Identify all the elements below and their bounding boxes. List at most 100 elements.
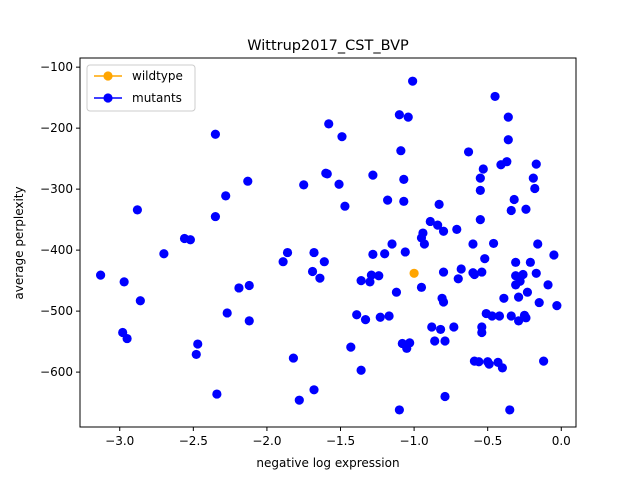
mutant-point (468, 239, 478, 249)
mutant-point (294, 395, 304, 405)
x-tick-label: −2.5 (179, 434, 208, 448)
ticks-layer: −3.0 −2.5 −2.0 −1.5 −1.0 −0.5 0.0 −100 −200 −300 −… (40, 60, 571, 448)
legend-label: mutants (132, 91, 182, 105)
mutant-point (400, 247, 410, 257)
mutant-point (299, 180, 309, 190)
mutant-point (346, 342, 356, 352)
y-tick-label: −500 (40, 304, 73, 318)
mutant-point (193, 339, 203, 349)
points-layer (96, 76, 562, 415)
mutant-point (210, 211, 221, 222)
mutant-point (511, 257, 521, 267)
mutant-point (356, 365, 366, 375)
mutant-point (425, 216, 435, 227)
mutant-point (288, 353, 299, 363)
mutant-point (222, 308, 232, 318)
mutant-point (487, 311, 497, 321)
mutant-point (119, 277, 129, 287)
mutant-point (132, 205, 143, 215)
mutant-point (469, 269, 480, 280)
mutant-point (135, 296, 145, 306)
mutant-point (506, 205, 516, 216)
mutant-point (440, 391, 450, 402)
mutant-point (384, 311, 394, 321)
plot-frame (79, 57, 577, 428)
wildtype-point (409, 268, 419, 278)
mutant-point (368, 170, 378, 180)
y-tick-label: −400 (40, 243, 73, 257)
legend-label: wildtype (132, 69, 183, 83)
mutant-point (334, 179, 344, 189)
x-tick-label: −0.5 (473, 434, 502, 448)
mutant-point (282, 247, 293, 258)
mutant-point (463, 147, 474, 157)
x-tick-label: −2.0 (252, 434, 281, 448)
mutant-point (438, 226, 449, 236)
mutant-point (185, 235, 195, 245)
mutant-point (435, 324, 446, 335)
legend: wildtype mutants (86, 64, 196, 112)
x-tick-label: −3.0 (105, 434, 134, 448)
mutant-point (456, 264, 466, 274)
mutant-point (368, 249, 378, 259)
mutant-point (122, 333, 132, 344)
legend-marker (103, 93, 113, 103)
mutant-point (243, 176, 253, 186)
mutant-point (521, 313, 531, 323)
mutant-point (449, 322, 459, 332)
mutant-point (324, 119, 334, 129)
mutant-point (383, 195, 393, 205)
mutant-point (525, 257, 535, 267)
mutant-point (438, 297, 449, 307)
mutant-point (509, 194, 519, 205)
mutant-point (480, 254, 490, 264)
mutant-point (502, 157, 512, 167)
mutant-point (337, 132, 347, 142)
mutant-point (434, 199, 444, 209)
mutant-point (210, 129, 221, 139)
y-tick-label: −100 (40, 60, 73, 74)
mutant-point (534, 297, 544, 308)
mutant-point (403, 112, 413, 122)
mutant-point (531, 268, 541, 278)
mutant-point (503, 135, 513, 145)
mutant-point (533, 239, 543, 249)
mutant-point (375, 312, 385, 322)
mutant-point (159, 249, 169, 259)
mutant-point (244, 280, 254, 291)
mutant-point (539, 356, 549, 366)
legend-marker (103, 71, 113, 81)
chart-title: Wittrup2017_CST_BVP (247, 38, 409, 54)
mutant-point (513, 292, 524, 302)
mutant-point (513, 316, 524, 326)
x-tick-label: 0.0 (552, 434, 571, 448)
mutant-point (488, 238, 499, 249)
x-axis-label: negative log expression (256, 456, 399, 470)
mutant-point (212, 389, 222, 399)
mutant-point (221, 191, 231, 201)
mutant-point (352, 310, 362, 320)
mutant-point (477, 327, 487, 338)
mutant-point (505, 405, 515, 415)
mutant-point (530, 183, 540, 194)
mutant-point (528, 173, 538, 183)
mutant-point (475, 173, 485, 183)
y-axis-label: average perplexity (12, 186, 26, 299)
mutant-point (394, 405, 404, 415)
mutant-point (475, 185, 485, 195)
mutant-point (477, 267, 487, 277)
mutant-point (427, 322, 437, 332)
mutant-point (497, 363, 508, 373)
mutant-point (391, 287, 402, 297)
mutant-point (484, 359, 494, 369)
mutant-point (394, 110, 404, 120)
mutant-point (543, 280, 553, 290)
mutant-point (96, 270, 106, 280)
mutant-point (531, 159, 541, 169)
mutant-point (453, 274, 463, 284)
mutant-point (408, 76, 418, 86)
mutant-point (366, 270, 377, 280)
mutant-point (478, 164, 488, 174)
mutant-point (340, 201, 350, 211)
mutant-point (430, 336, 440, 346)
